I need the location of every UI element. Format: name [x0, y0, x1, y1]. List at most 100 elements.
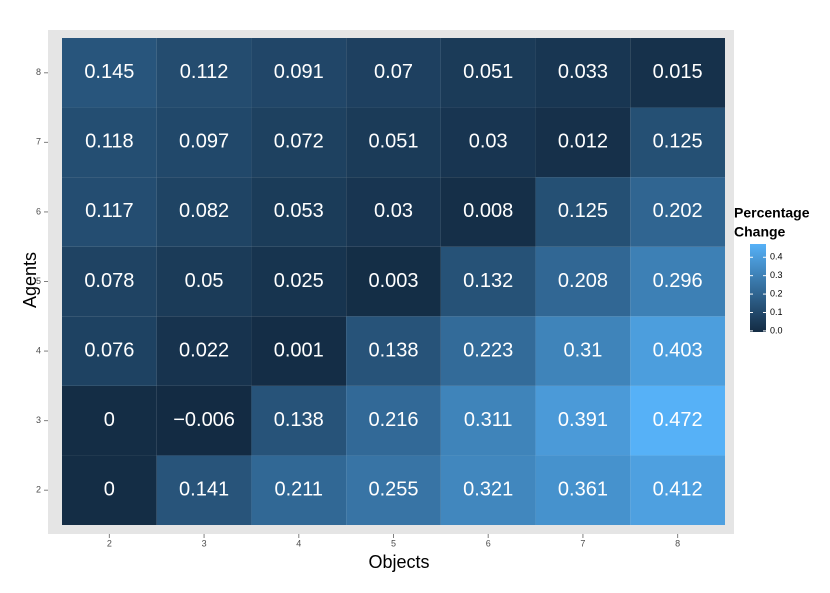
- legend-title: Percentage: [734, 205, 810, 221]
- heat-cell: [62, 316, 157, 386]
- heat-cell: [535, 385, 631, 456]
- heat-cell: [535, 316, 631, 386]
- cell-label: 0.091: [274, 61, 324, 83]
- y-tick-label: 8: [36, 67, 41, 77]
- heat-cell: [440, 316, 536, 386]
- heat-cell: [346, 246, 441, 317]
- heat-cell: [630, 107, 725, 178]
- cell-label: 0.361: [558, 478, 608, 500]
- heat-cell: [251, 455, 347, 525]
- cell-label: 0.412: [653, 478, 703, 500]
- heat-cell: [346, 455, 441, 525]
- cell-label: 0.076: [84, 339, 134, 361]
- cell-label: 0.202: [653, 200, 703, 222]
- cell-label: 0.311: [464, 409, 513, 431]
- heat-cell: [156, 246, 252, 317]
- cell-label: 0.001: [274, 339, 324, 361]
- y-tick-label: 3: [36, 415, 41, 425]
- x-tick-label: 3: [202, 538, 207, 548]
- cell-label: 0.033: [558, 61, 608, 83]
- heat-cell: [62, 455, 157, 525]
- colorbar: [750, 244, 766, 332]
- cell-label: 0.012: [558, 131, 608, 153]
- colorbar-tick-label: 0.4: [770, 252, 783, 262]
- cell-label: 0.117: [85, 200, 134, 222]
- y-tick-label: 6: [36, 206, 41, 216]
- heat-cell: [535, 246, 631, 317]
- heat-cell: [440, 455, 536, 525]
- heat-cell: [251, 177, 347, 247]
- x-tick-label: 2: [107, 538, 112, 548]
- heat-cell: [62, 246, 157, 317]
- legend-title: Change: [734, 224, 786, 240]
- heat-cell: [156, 107, 252, 178]
- x-tick-label: 7: [580, 538, 585, 548]
- heat-cell: [346, 38, 441, 108]
- heat-cell: [251, 246, 347, 317]
- cell-label: 0.015: [653, 61, 703, 83]
- heat-cell: [440, 107, 536, 178]
- heat-cell: [62, 38, 157, 108]
- x-tick-label: 6: [486, 538, 491, 548]
- heat-cell: [346, 316, 441, 386]
- heat-cell: [535, 177, 631, 247]
- cell-label: 0.296: [653, 270, 703, 292]
- cell-label: 0: [104, 478, 115, 500]
- heat-cell: [346, 107, 441, 178]
- y-tick-label: 7: [36, 137, 41, 147]
- heat-cell: [630, 316, 725, 386]
- heat-cell: [440, 177, 536, 247]
- cell-label: 0.051: [368, 131, 418, 153]
- cell-label: 0.403: [653, 339, 703, 361]
- heat-cell: [630, 177, 725, 247]
- y-tick-label: 4: [36, 345, 41, 355]
- cell-label: 0.082: [179, 200, 229, 222]
- cell-label: 0.078: [84, 270, 134, 292]
- heat-cell: [156, 455, 252, 525]
- heat-cell: [156, 385, 252, 456]
- cell-label: 0.31: [563, 339, 602, 361]
- heat-cell: [535, 455, 631, 525]
- cell-label: 0.05: [185, 270, 224, 292]
- heat-cell: [346, 385, 441, 456]
- cell-label: 0.003: [368, 270, 418, 292]
- cell-label: 0.138: [368, 339, 418, 361]
- colorbar-tick-label: 0.2: [770, 288, 783, 298]
- cell-label: 0.321: [463, 478, 513, 500]
- cell-label: 0.03: [469, 131, 508, 153]
- heat-cell: [440, 385, 536, 456]
- heat-cell: [156, 177, 252, 247]
- heat-cell: [630, 38, 725, 108]
- heat-cell: [251, 107, 347, 178]
- cell-label: 0.118: [85, 131, 134, 153]
- heat-cell: [440, 38, 536, 108]
- heat-cell: [251, 385, 347, 456]
- heat-cell: [251, 316, 347, 386]
- cell-label: 0.025: [274, 270, 324, 292]
- x-tick-label: 5: [391, 538, 396, 548]
- cell-label: 0.022: [179, 339, 229, 361]
- heat-cell: [630, 246, 725, 317]
- heat-cell: [62, 385, 157, 456]
- cell-label: 0.125: [653, 131, 703, 153]
- heat-cell: [156, 38, 252, 108]
- cell-label: 0.053: [274, 200, 324, 222]
- cell-label: 0.072: [274, 131, 324, 153]
- cell-label: 0.391: [558, 409, 608, 431]
- cell-label: 0.03: [374, 200, 413, 222]
- heat-cell: [535, 38, 631, 108]
- heat-cell: [156, 316, 252, 386]
- y-axis-title: Agents: [20, 252, 40, 308]
- heat-cell: [630, 385, 725, 456]
- cell-label: 0.145: [84, 61, 134, 83]
- cell-label: 0.216: [368, 409, 418, 431]
- cell-label: 0: [104, 409, 115, 431]
- heat-cell: [440, 246, 536, 317]
- cell-label: 0.07: [374, 61, 413, 83]
- cell-label: 0.097: [179, 131, 229, 153]
- heat-cell: [346, 177, 441, 247]
- colorbar-tick-label: 0.0: [770, 325, 783, 335]
- cell-label: 0.208: [558, 270, 608, 292]
- cell-label: 0.125: [558, 200, 608, 222]
